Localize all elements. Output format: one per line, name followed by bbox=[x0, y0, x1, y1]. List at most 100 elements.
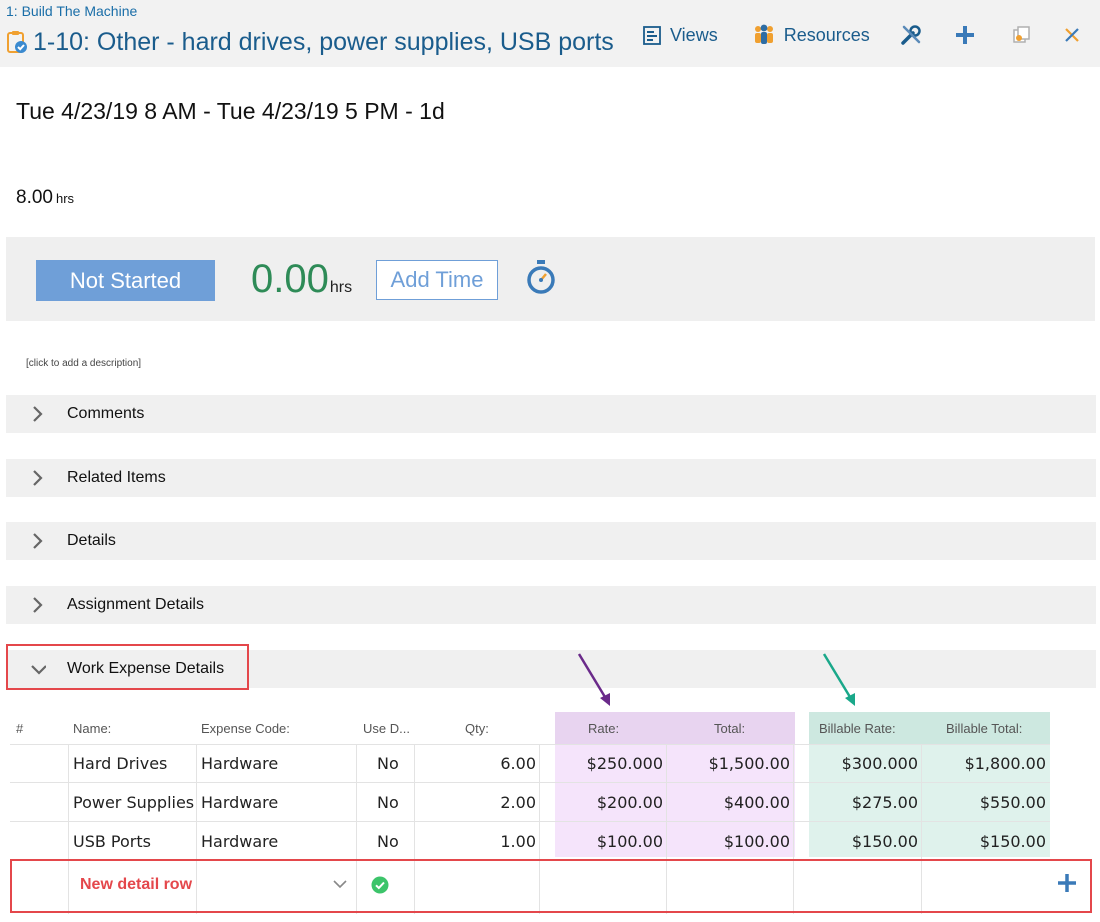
row-divider bbox=[10, 744, 1050, 745]
cell-name: Hard Drives bbox=[73, 754, 168, 773]
copy-button[interactable] bbox=[1010, 24, 1032, 46]
cell-name: Power Supplies bbox=[73, 793, 195, 812]
cell-use-default: No bbox=[377, 754, 399, 773]
col-header-expense-code: Expense Code: bbox=[201, 720, 290, 736]
highlight-box bbox=[6, 644, 249, 690]
col-divider bbox=[921, 744, 922, 914]
chevron-right-icon bbox=[33, 597, 43, 613]
close-icon bbox=[1064, 28, 1079, 42]
cell-billable-rate: $150.00 bbox=[851, 832, 918, 851]
section-label: Work Expense Details bbox=[67, 660, 225, 677]
col-divider bbox=[793, 744, 794, 914]
col-divider bbox=[196, 744, 197, 914]
plus-icon bbox=[955, 26, 974, 44]
new-detail-row-label[interactable]: New detail row bbox=[80, 876, 193, 893]
cell-qty: 2.00 bbox=[500, 793, 536, 812]
billable-header-highlight bbox=[809, 712, 1050, 744]
check-circle-icon[interactable] bbox=[371, 876, 389, 894]
task-title: 1-10: Other - hard drives, power supplie… bbox=[33, 27, 614, 56]
time-spent-unit: hrs bbox=[329, 279, 353, 296]
cell-total: $100.00 bbox=[723, 832, 790, 851]
cell-qty: 6.00 bbox=[500, 754, 536, 773]
copy-icon bbox=[1013, 26, 1030, 43]
chevron-down-icon bbox=[31, 665, 46, 675]
cell-use-default: No bbox=[377, 793, 399, 812]
planned-hours-unit: hrs bbox=[55, 191, 75, 206]
gantt-views-icon bbox=[643, 26, 661, 45]
col-divider bbox=[414, 744, 415, 914]
header-bar: 1: Build The Machine 1-10: Other - hard … bbox=[0, 0, 1100, 67]
wrench-icon bbox=[901, 25, 921, 45]
col-divider bbox=[539, 744, 540, 914]
add-button[interactable] bbox=[954, 24, 976, 46]
status-panel: Not Started 0.00 hrs Add Time bbox=[6, 237, 1095, 321]
col-header-billable-rate: Billable Rate: bbox=[819, 720, 896, 736]
resources-label: Resources bbox=[783, 24, 870, 45]
section-label: Assignment Details bbox=[67, 596, 204, 613]
status-button[interactable]: Not Started bbox=[36, 260, 215, 301]
cell-billable-total: $1,800.00 bbox=[964, 754, 1046, 773]
cell-rate: $200.00 bbox=[596, 793, 663, 812]
planned-hours-value: 8.00 bbox=[16, 187, 53, 208]
section-label: Comments bbox=[67, 405, 145, 422]
planned-hours: 8.00 hrs bbox=[16, 187, 74, 209]
section-comments[interactable]: Comments bbox=[6, 395, 1096, 433]
cell-expense-code: Hardware bbox=[201, 832, 279, 851]
col-header-name: Name: bbox=[73, 720, 112, 736]
col-divider bbox=[356, 744, 357, 914]
row-divider bbox=[10, 821, 1050, 822]
section-label: Related Items bbox=[67, 469, 166, 486]
section-related-items[interactable]: Related Items bbox=[6, 459, 1096, 497]
tools-button[interactable] bbox=[900, 24, 922, 46]
views-button[interactable]: Views bbox=[642, 25, 718, 46]
task-clipboard-icon bbox=[7, 31, 27, 53]
section-work-expense-details[interactable]: Work Expense Details bbox=[6, 650, 1096, 688]
views-label: Views bbox=[670, 24, 718, 45]
cell-total: $1,500.00 bbox=[708, 754, 790, 773]
col-header-use-default: Use D... bbox=[363, 720, 410, 736]
time-spent-value: 0.00 bbox=[251, 257, 329, 301]
chevron-right-icon bbox=[33, 470, 43, 486]
cell-billable-total: $550.00 bbox=[979, 793, 1046, 812]
toolbar: Views Resources bbox=[642, 20, 1082, 50]
col-header-total: Total: bbox=[714, 720, 746, 736]
section-assignment-details[interactable]: Assignment Details bbox=[6, 586, 1096, 624]
rate-header-highlight bbox=[555, 712, 795, 744]
add-row-plus-icon[interactable] bbox=[1056, 872, 1078, 894]
cell-rate: $250.000 bbox=[586, 754, 663, 773]
annotation-arrow-rate bbox=[577, 653, 610, 706]
chevron-right-icon bbox=[33, 406, 43, 422]
section-details[interactable]: Details bbox=[6, 522, 1096, 560]
time-spent: 0.00 hrs bbox=[251, 257, 352, 302]
cell-rate: $100.00 bbox=[596, 832, 663, 851]
cell-billable-rate: $275.00 bbox=[851, 793, 918, 812]
chevron-right-icon bbox=[33, 533, 43, 549]
col-header-rate: Rate: bbox=[588, 720, 620, 736]
annotation-arrow-billable bbox=[822, 653, 855, 706]
add-time-button[interactable]: Add Time bbox=[376, 260, 498, 300]
resources-button[interactable]: Resources bbox=[752, 24, 870, 46]
task-title-row: 1-10: Other - hard drives, power supplie… bbox=[6, 24, 636, 60]
col-divider bbox=[68, 744, 69, 914]
cell-billable-total: $150.00 bbox=[979, 832, 1046, 851]
cell-name: USB Ports bbox=[73, 832, 151, 851]
stopwatch-icon[interactable] bbox=[524, 259, 558, 295]
chevron-down-icon[interactable] bbox=[332, 878, 348, 890]
cell-qty: 1.00 bbox=[500, 832, 536, 851]
col-header-number: # bbox=[16, 720, 24, 736]
cell-billable-rate: $300.000 bbox=[841, 754, 918, 773]
description-placeholder[interactable]: [click to add a description] bbox=[26, 358, 142, 369]
cell-expense-code: Hardware bbox=[201, 793, 279, 812]
new-detail-row bbox=[10, 859, 1092, 913]
section-label: Details bbox=[67, 532, 116, 549]
date-range: Tue 4/23/19 8 AM - Tue 4/23/19 5 PM - 1d bbox=[16, 98, 445, 124]
cell-total: $400.00 bbox=[723, 793, 790, 812]
breadcrumb[interactable]: 1: Build The Machine bbox=[6, 3, 138, 19]
cell-use-default: No bbox=[377, 832, 399, 851]
col-header-qty: Qty: bbox=[465, 720, 489, 736]
row-divider bbox=[10, 782, 1050, 783]
close-button[interactable] bbox=[1062, 25, 1082, 45]
people-icon bbox=[754, 24, 773, 44]
col-header-billable-total: Billable Total: bbox=[946, 720, 1023, 736]
cell-expense-code: Hardware bbox=[201, 754, 279, 773]
